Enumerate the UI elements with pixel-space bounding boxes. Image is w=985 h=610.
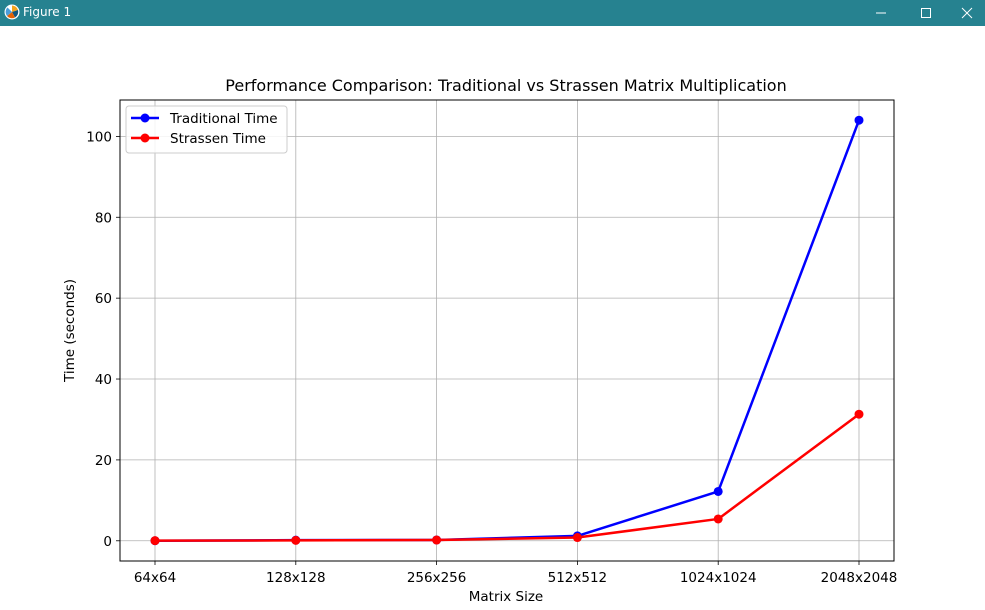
plot-area-frame — [119, 99, 895, 562]
strassen-time-point — [713, 514, 723, 524]
x-tick-label: 512x512 — [548, 570, 608, 586]
x-tick-label: 1024x1024 — [680, 570, 757, 586]
legend-traditional-time-label: Traditional Time — [169, 111, 278, 127]
x-tick-label: 256x256 — [407, 570, 467, 586]
close-button[interactable] — [948, 0, 985, 26]
traditional-time-point — [854, 115, 864, 125]
strassen-time-point — [150, 536, 160, 546]
strassen-time-line — [154, 413, 860, 542]
minimize-button[interactable] — [858, 0, 903, 26]
chart-title: Performance Comparison: Traditional vs S… — [225, 76, 786, 95]
legend-strassen-time-marker — [140, 133, 150, 143]
window-titlebar[interactable]: Figure 1 — [0, 0, 985, 26]
maximize-button[interactable] — [903, 0, 948, 26]
maximize-icon — [920, 8, 931, 18]
legend-strassen-time-label: Strassen Time — [170, 131, 266, 147]
strassen-time-point — [291, 535, 301, 545]
legend-traditional-time-marker — [140, 113, 150, 123]
x-tick-label: 2048x2048 — [821, 570, 898, 586]
series-lines — [150, 115, 864, 546]
y-tick-label: 60 — [95, 291, 112, 307]
close-icon — [961, 7, 972, 19]
strassen-time-point — [572, 533, 582, 543]
x-tick-label: 128x128 — [266, 570, 326, 586]
matplotlib-icon — [4, 4, 20, 20]
y-axis-label: Time (seconds) — [62, 279, 78, 383]
y-tick-label: 20 — [95, 453, 112, 469]
y-tick-label: 40 — [95, 372, 112, 388]
strassen-time-point — [432, 535, 442, 545]
legend-box — [125, 105, 288, 154]
strassen-time-point — [854, 409, 864, 419]
window-title: Figure 1 — [23, 5, 72, 19]
line-chart: 64x64 128x128 256x256 512x512 1024x1024 2048x… — [62, 76, 897, 605]
chart-legend: Traditional Time Strassen Time — [125, 105, 288, 154]
y-tick-label: 0 — [103, 534, 112, 550]
x-axis-label: Matrix Size — [469, 589, 544, 605]
traditional-time-point — [713, 486, 723, 496]
axis-ticks: 64x64 128x128 256x256 512x512 1024x1024 2048x… — [86, 129, 897, 586]
y-tick-label: 80 — [95, 210, 112, 226]
y-tick-label: 100 — [86, 129, 112, 145]
grid-lines — [120, 100, 894, 561]
x-tick-label: 64x64 — [134, 570, 176, 586]
traditional-time-line — [154, 119, 861, 542]
minimize-icon — [875, 12, 886, 14]
